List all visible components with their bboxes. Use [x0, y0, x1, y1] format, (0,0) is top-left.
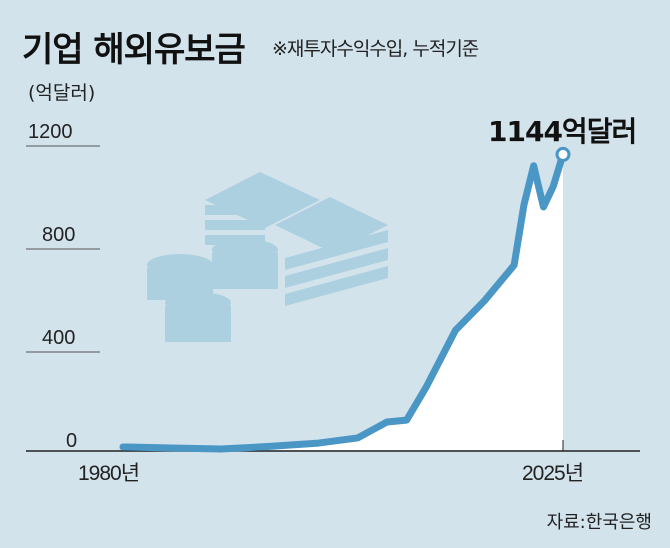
x-tick-label: 1980년	[78, 462, 139, 485]
area-fill	[123, 154, 563, 451]
source-note: 자료:한국은행	[546, 512, 652, 533]
money-illustration-icon	[147, 172, 388, 342]
last-value-annotation: 1144억달러	[488, 115, 637, 148]
y-tick-label: 400	[42, 327, 75, 349]
y-tick-label: 0	[66, 430, 77, 452]
y-tick-label: 1200	[28, 121, 73, 143]
data-point-last	[555, 146, 571, 162]
x-tick-label: 2025년	[522, 462, 583, 485]
chart-title: 기업 해외유보금	[22, 30, 246, 70]
y-tick-label: 800	[42, 224, 75, 246]
y-axis-unit: (억달러)	[28, 82, 96, 104]
chart-subtitle: ※재투자수익수입, 누적기준	[272, 38, 479, 60]
